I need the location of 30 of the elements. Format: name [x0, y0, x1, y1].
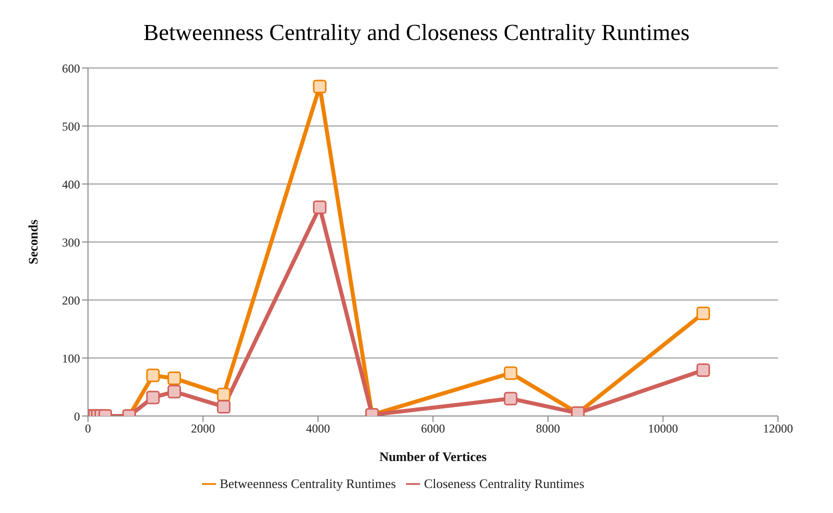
- point: [168, 372, 181, 386]
- y-tick-label: 100: [62, 351, 80, 366]
- x-axis-title: Number of Vertices: [379, 449, 487, 464]
- point: [168, 384, 181, 398]
- x-tick-label: 2000: [191, 422, 215, 436]
- point: [312, 80, 326, 94]
- point: [216, 400, 230, 414]
- point: [504, 366, 518, 380]
- y-axis-title: Seconds: [26, 220, 41, 264]
- point: [696, 306, 710, 320]
- point: [312, 200, 326, 214]
- x-tick-label: 12000: [763, 422, 793, 436]
- y-tick-label: 600: [62, 61, 80, 76]
- x-tick-label: 10000: [648, 422, 678, 436]
- y-tick-label: 300: [62, 235, 80, 250]
- x-tick-label: 0: [85, 422, 91, 436]
- y-tick-label: 200: [62, 293, 80, 308]
- legend-label: Closeness Centrality Runtimes: [424, 476, 584, 491]
- y-tick-label: 400: [62, 177, 80, 192]
- point: [146, 368, 160, 382]
- legend-label: Betweenness Centrality Runtimes: [220, 476, 396, 491]
- point: [146, 390, 160, 404]
- chart-title: Betweenness Centrality and Closeness Centrality Runtimes: [142, 19, 691, 47]
- y-tick-label: 0: [74, 409, 80, 424]
- x-tick-label: 4000: [306, 422, 330, 436]
- x-tick-label: 8000: [536, 422, 560, 436]
- y-tick-label: 500: [62, 119, 80, 134]
- x-tick-label: 6000: [421, 422, 445, 436]
- point: [696, 363, 710, 377]
- point: [504, 392, 518, 406]
